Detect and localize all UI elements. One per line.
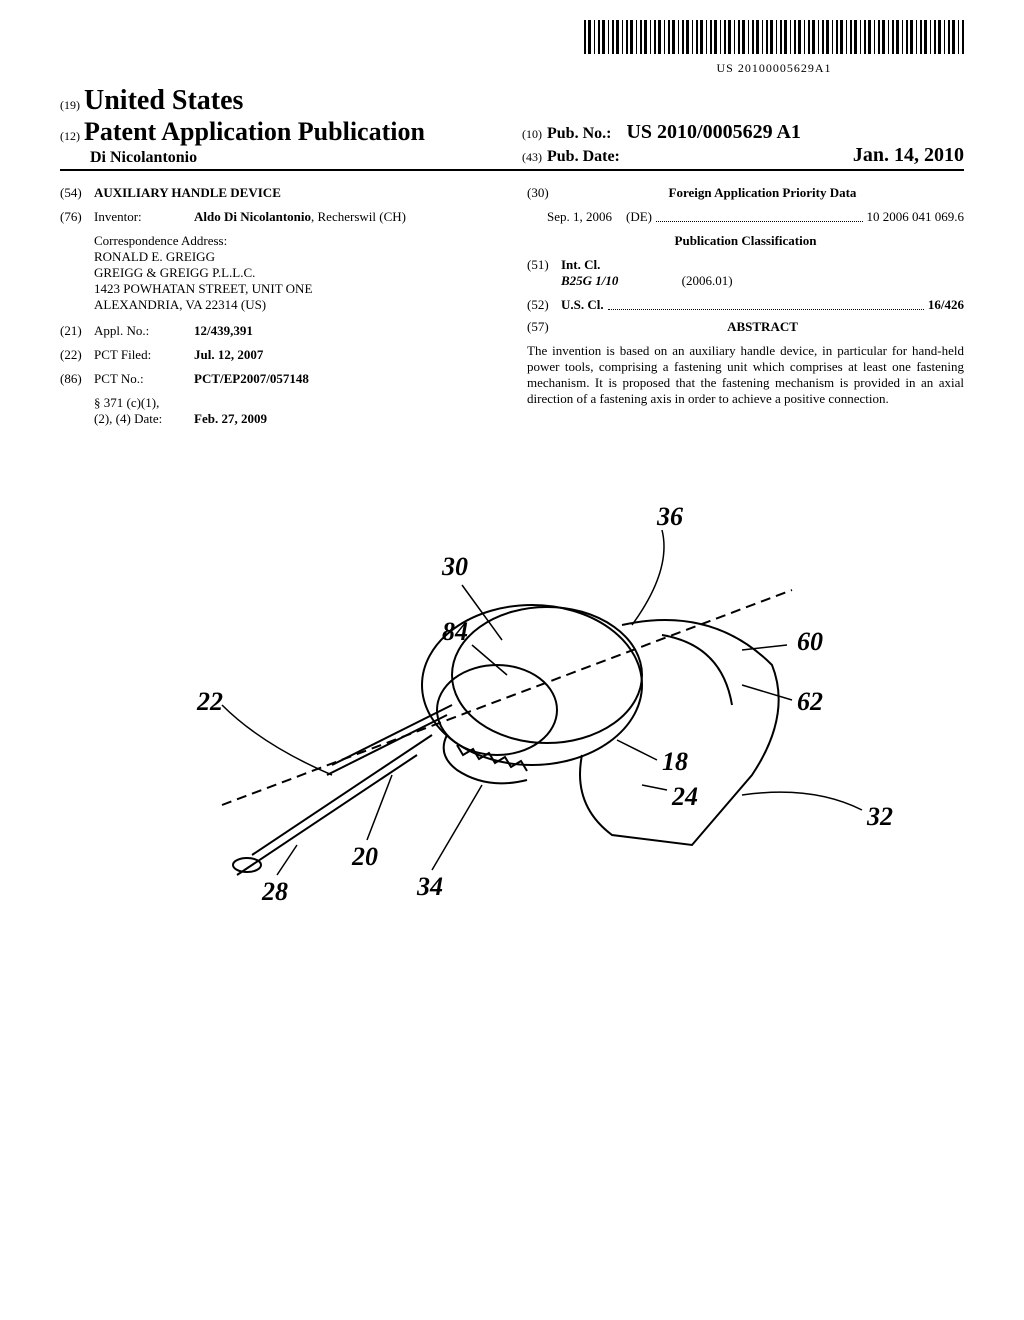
s371-row: § 371 (c)(1), (2), (4) Date: Feb. 27, 20… <box>94 395 497 427</box>
country-line: (19) United States <box>60 85 502 117</box>
fig-label-34: 34 <box>416 872 443 901</box>
corr-label: Correspondence Address: <box>94 233 497 249</box>
pub-type: Patent Application Publication <box>84 117 425 146</box>
intcl-code: (51) <box>527 257 561 289</box>
pctno-label: PCT No.: <box>94 371 194 387</box>
intcl-row: (51) Int. Cl. B25G 1/10 (2006.01) <box>527 257 964 289</box>
fig-label-60: 60 <box>797 627 823 656</box>
figure-area: 22 28 20 34 30 84 36 18 24 60 62 32 <box>60 475 964 920</box>
pubdate-left: (43) Pub. Date: <box>522 144 620 167</box>
intcl-date: (2006.01) <box>682 273 733 288</box>
foreign-number: 10 2006 041 069.6 <box>867 209 965 225</box>
pctfiled-code: (22) <box>60 347 94 363</box>
uscl-value: 16/426 <box>928 297 964 313</box>
pub-type-code: (12) <box>60 129 80 143</box>
inventor-code: (76) <box>60 209 94 225</box>
applno-code: (21) <box>60 323 94 339</box>
uscl-label: U.S. Cl. <box>561 297 604 313</box>
fig-label-24: 24 <box>671 782 698 811</box>
fig-label-30: 30 <box>441 552 468 581</box>
fig-label-62: 62 <box>797 687 823 716</box>
inventor-name: Aldo Di Nicolantonio <box>194 209 311 224</box>
fig-label-84: 84 <box>442 617 468 646</box>
pubdate-value: Jan. 14, 2010 <box>853 144 964 167</box>
foreign-code: (30) <box>527 185 561 201</box>
barcode-block: US 20100005629A1 <box>60 20 964 77</box>
title-code: (54) <box>60 185 94 201</box>
patent-page: US 20100005629A1 (19) United States (12)… <box>0 0 1024 960</box>
barcode-bars <box>584 20 964 54</box>
fig-label-20: 20 <box>351 842 378 871</box>
pctno-value: PCT/EP2007/057148 <box>194 371 497 387</box>
intcl-block: Int. Cl. B25G 1/10 (2006.01) <box>561 257 733 289</box>
biblio: (54) AUXILIARY HANDLE DEVICE (76) Invent… <box>60 185 964 435</box>
s371-label: § 371 (c)(1), (2), (4) Date: <box>94 395 194 427</box>
pubno-value: US 2010/0005629 A1 <box>626 121 800 143</box>
patent-figure: 22 28 20 34 30 84 36 18 24 60 62 32 <box>102 475 922 915</box>
pubno-line: (10) Pub. No.: US 2010/0005629 A1 <box>522 121 964 144</box>
pubdate-code: (43) <box>522 150 542 164</box>
foreign-title: Foreign Application Priority Data <box>561 185 964 201</box>
pctfiled-label: PCT Filed: <box>94 347 194 363</box>
applno-label: Appl. No.: <box>94 323 194 339</box>
country-code: (19) <box>60 98 80 112</box>
title-row: (54) AUXILIARY HANDLE DEVICE <box>60 185 497 201</box>
header-row: (19) United States (12) Patent Applicati… <box>60 85 964 171</box>
s371-label1: § 371 (c)(1), <box>94 395 159 410</box>
corr-line-2: 1423 POWHATAN STREET, UNIT ONE <box>94 281 497 297</box>
header-right: (10) Pub. No.: US 2010/0005629 A1 (43) P… <box>502 121 964 167</box>
abstract-title: ABSTRACT <box>561 319 964 335</box>
fig-label-32: 32 <box>866 802 893 831</box>
inventor-loc: , Recherswil (CH) <box>311 209 406 224</box>
intcl-label: Int. Cl. <box>561 257 600 272</box>
pctfiled-row: (22) PCT Filed: Jul. 12, 2007 <box>60 347 497 363</box>
corr-line-0: RONALD E. GREIGG <box>94 249 497 265</box>
abstract-code: (57) <box>527 319 561 335</box>
s371-label2: (2), (4) Date: <box>94 411 162 426</box>
pub-type-line: (12) Patent Application Publication <box>60 117 502 147</box>
dots <box>656 209 863 222</box>
corr-line-3: ALEXANDRIA, VA 22314 (US) <box>94 297 497 313</box>
corr-line-1: GREIGG & GREIGG P.L.L.C. <box>94 265 497 281</box>
pubdate-line: (43) Pub. Date: Jan. 14, 2010 <box>522 144 964 167</box>
correspondence-block: Correspondence Address: RONALD E. GREIGG… <box>94 233 497 313</box>
uscl-row: (52) U.S. Cl. 16/426 <box>527 297 964 313</box>
inventor-value: Aldo Di Nicolantonio, Recherswil (CH) <box>194 209 497 225</box>
pctno-row: (86) PCT No.: PCT/EP2007/057148 <box>60 371 497 387</box>
fig-label-28: 28 <box>261 877 288 906</box>
fig-label-18: 18 <box>662 747 688 776</box>
applno-value: 12/439,391 <box>194 323 497 339</box>
foreign-country: (DE) <box>626 209 652 225</box>
abstract-title-row: (57) ABSTRACT <box>527 319 964 335</box>
pctno-code: (86) <box>60 371 94 387</box>
header-left: (19) United States (12) Patent Applicati… <box>60 85 502 167</box>
foreign-data-row: Sep. 1, 2006 (DE) 10 2006 041 069.6 <box>547 209 964 225</box>
s371-value: Feb. 27, 2009 <box>194 411 497 427</box>
fig-label-22: 22 <box>196 687 223 716</box>
pubno-label: Pub. No.: <box>547 125 611 142</box>
foreign-title-row: (30) Foreign Application Priority Data <box>527 185 964 201</box>
invention-title: AUXILIARY HANDLE DEVICE <box>94 185 281 201</box>
country-name: United States <box>84 85 243 116</box>
pubno-code: (10) <box>522 127 542 141</box>
fig-label-36: 36 <box>656 502 683 531</box>
inventor-row: (76) Inventor: Aldo Di Nicolantonio, Rec… <box>60 209 497 225</box>
pubdate-label: Pub. Date: <box>547 148 620 165</box>
abstract-text: The invention is based on an auxiliary h… <box>527 343 964 407</box>
inventor-label: Inventor: <box>94 209 194 225</box>
applno-row: (21) Appl. No.: 12/439,391 <box>60 323 497 339</box>
dots2 <box>608 297 924 310</box>
pubclass-title: Publication Classification <box>527 233 964 249</box>
uscl-code: (52) <box>527 297 561 313</box>
barcode: US 20100005629A1 <box>584 20 964 76</box>
foreign-date: Sep. 1, 2006 <box>547 209 612 225</box>
author-line: Di Nicolantonio <box>60 149 502 167</box>
biblio-right: (30) Foreign Application Priority Data S… <box>527 185 964 435</box>
biblio-left: (54) AUXILIARY HANDLE DEVICE (76) Invent… <box>60 185 497 435</box>
pctfiled-value: Jul. 12, 2007 <box>194 347 497 363</box>
barcode-text: US 20100005629A1 <box>584 61 964 76</box>
intcl-class: B25G 1/10 <box>561 273 618 288</box>
